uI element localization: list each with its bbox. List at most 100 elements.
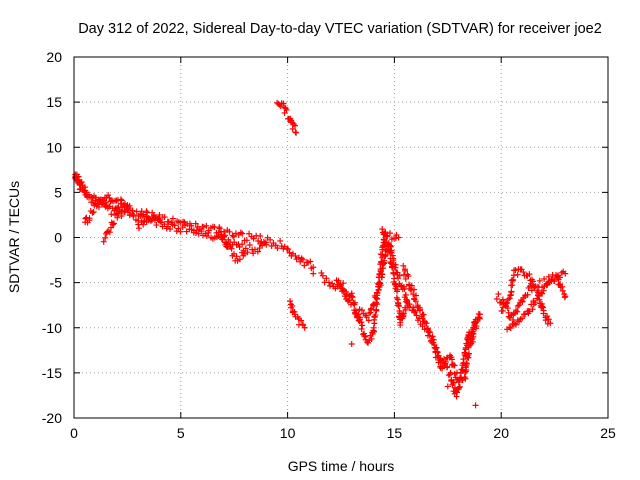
data-point	[257, 232, 264, 239]
data-point	[539, 304, 546, 311]
data-point	[79, 184, 86, 191]
data-point	[394, 288, 401, 295]
data-point	[474, 318, 481, 325]
data-point	[192, 230, 199, 237]
data-point	[432, 345, 439, 352]
data-point	[140, 221, 147, 228]
data-point	[250, 250, 257, 257]
data-point	[526, 271, 533, 278]
y-tick-label: 20	[46, 49, 62, 65]
y-tick-label: -5	[50, 275, 63, 291]
data-point	[469, 338, 476, 345]
data-point	[462, 352, 469, 359]
data-point	[423, 320, 430, 327]
data-point	[410, 291, 417, 298]
data-point	[381, 260, 388, 267]
data-point	[400, 262, 407, 269]
data-point	[511, 320, 518, 327]
data-point	[404, 297, 411, 304]
data-point	[503, 300, 510, 307]
data-point	[524, 291, 531, 298]
data-point	[355, 311, 362, 318]
data-point	[371, 314, 378, 321]
x-axis-label: GPS time / hours	[288, 458, 395, 474]
data-point	[472, 402, 479, 409]
data-point	[75, 177, 82, 184]
data-point	[395, 303, 402, 310]
data-point	[263, 241, 270, 248]
data-point	[83, 214, 90, 221]
data-point	[105, 192, 112, 199]
data-point	[239, 230, 246, 237]
data-point	[377, 280, 384, 287]
data-point	[171, 222, 178, 229]
data-point	[241, 250, 248, 257]
data-point	[493, 296, 500, 303]
data-point	[300, 256, 307, 263]
data-point	[504, 299, 511, 306]
data-point	[464, 342, 471, 349]
data-point	[390, 269, 397, 276]
data-point	[374, 289, 381, 296]
data-point	[169, 215, 176, 222]
data-point	[298, 317, 305, 324]
data-point	[544, 313, 551, 320]
data-point	[456, 384, 463, 391]
data-point	[259, 242, 266, 249]
data-point	[417, 306, 424, 313]
data-point	[141, 217, 148, 224]
data-point	[242, 245, 249, 252]
data-point	[386, 248, 393, 255]
data-point	[143, 208, 150, 215]
data-point	[460, 359, 467, 366]
data-point	[426, 329, 433, 336]
data-point	[520, 269, 527, 276]
data-point	[285, 246, 292, 253]
data-point	[340, 280, 347, 287]
plot-frame	[73, 56, 609, 419]
data-point	[509, 276, 516, 283]
data-point	[243, 237, 250, 244]
data-point	[277, 103, 284, 110]
data-point	[89, 209, 96, 216]
data-point	[402, 306, 409, 313]
data-point	[444, 383, 451, 390]
data-point	[545, 273, 552, 280]
data-point	[405, 273, 412, 280]
axis-ticks: 0 5 10 15 20 25 -20 -15 -10 -5 0 5 10 15 20	[42, 49, 616, 441]
data-point	[400, 310, 407, 317]
data-point	[319, 272, 326, 279]
data-point	[529, 306, 536, 313]
data-point	[340, 287, 347, 294]
data-point	[93, 203, 100, 210]
data-point	[424, 325, 431, 332]
data-point	[532, 299, 539, 306]
data-point	[118, 197, 125, 204]
data-point	[158, 219, 165, 226]
data-point	[456, 375, 463, 382]
data-point	[358, 325, 365, 332]
data-point	[114, 214, 121, 221]
data-point	[289, 302, 296, 309]
data-point	[358, 319, 365, 326]
data-point	[365, 317, 372, 324]
data-point	[559, 287, 566, 294]
data-point	[147, 217, 154, 224]
data-point	[506, 295, 513, 302]
data-point	[541, 275, 548, 282]
data-point	[254, 248, 261, 255]
data-point	[175, 225, 182, 232]
data-point	[499, 296, 506, 303]
data-point	[349, 294, 356, 301]
data-points	[72, 99, 569, 409]
data-point	[551, 277, 558, 284]
data-point	[198, 228, 205, 235]
data-point	[540, 287, 547, 294]
data-point	[287, 298, 294, 305]
data-point	[149, 216, 156, 223]
data-point	[357, 316, 364, 323]
data-point	[358, 307, 365, 314]
data-point	[295, 254, 302, 261]
data-point	[368, 335, 375, 342]
